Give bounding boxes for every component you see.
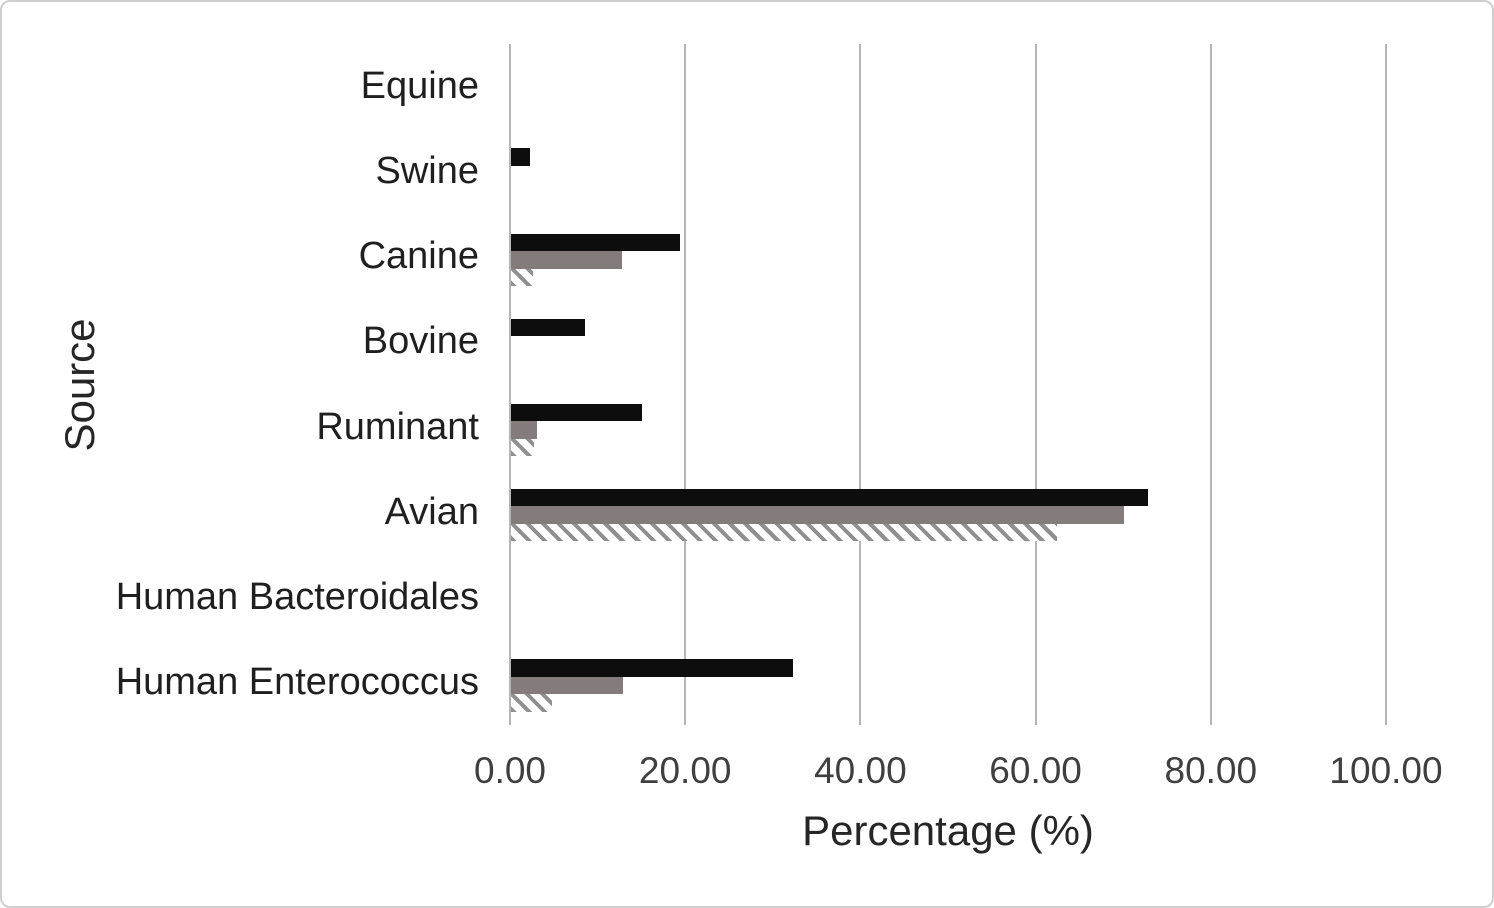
bar-black-solid-series: [511, 233, 681, 252]
bar-black-solid-series: [511, 318, 586, 337]
bar-black-solid-series: [511, 488, 1148, 507]
category-label: Bovine: [362, 320, 479, 363]
gridline: [1034, 44, 1037, 725]
gridline: [684, 44, 687, 725]
category-label: Ruminant: [316, 405, 479, 448]
bar-black-solid-series: [511, 148, 531, 166]
y-axis-line: [509, 44, 511, 725]
bar-gray-solid-series: [511, 506, 1125, 524]
x-tick-label: 40.00: [814, 750, 907, 791]
category-label: Human Enterococcus: [115, 660, 479, 703]
bar-hatched-series: [511, 438, 534, 457]
bar-hatched-series: [511, 523, 1057, 542]
x-tick-label: 80.00: [1164, 750, 1258, 791]
bar-gray-solid-series: [511, 421, 538, 439]
bar-hatched-series: [511, 694, 553, 712]
x-tick-label: 100.00: [1329, 750, 1443, 791]
x-tick-label: 20.00: [638, 750, 732, 791]
category-label: Canine: [358, 235, 479, 278]
x-axis-title: Percentage (%): [802, 807, 1094, 854]
gridline: [1209, 44, 1212, 725]
gridline: [859, 44, 862, 725]
category-label: Equine: [360, 65, 479, 107]
bar-black-solid-series: [511, 659, 794, 677]
x-tick-label: 60.00: [989, 750, 1082, 791]
category-label: Human Bacteroidales: [115, 575, 479, 618]
bar-black-solid-series: [511, 403, 642, 422]
category-label: Swine: [375, 150, 480, 193]
bar-gray-solid-series: [511, 251, 623, 269]
gridline: [1385, 44, 1387, 725]
bar-hatched-series: [511, 268, 533, 287]
category-label: Avian: [384, 490, 479, 533]
bar-gray-solid-series: [511, 676, 624, 695]
x-tick-label: 0.00: [473, 750, 547, 791]
